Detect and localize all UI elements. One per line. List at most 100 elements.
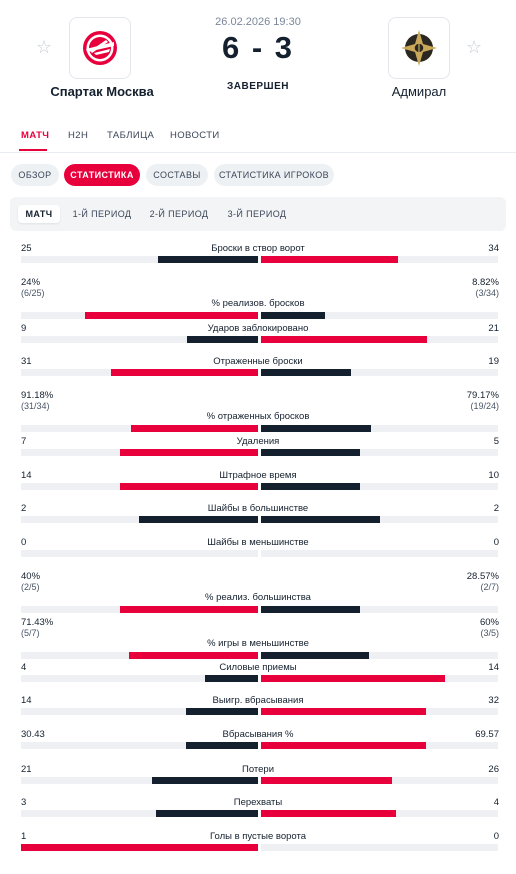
home-stat-value: 4 bbox=[21, 662, 27, 673]
period-2[interactable]: 2-Й ПЕРИОД bbox=[149, 209, 209, 219]
tab-news[interactable]: НОВОСТИ bbox=[170, 130, 220, 141]
star-icon[interactable]: ☆ bbox=[36, 37, 53, 57]
away-stat-value: 0 bbox=[493, 537, 499, 548]
stat-row: 25 34 Броски в створ ворот bbox=[0, 243, 516, 271]
admiral-logo-icon bbox=[401, 30, 437, 66]
stat-name: Отраженные броски bbox=[213, 356, 303, 367]
away-stat-bar bbox=[261, 742, 426, 749]
away-stat-value: 14 bbox=[488, 662, 499, 673]
home-stat-fraction: (5/7) bbox=[21, 628, 40, 638]
section-tabs: ОБЗОР СТАТИСТИКА СОСТАВЫ СТАТИСТИКА ИГРО… bbox=[0, 164, 516, 186]
away-stat-bar bbox=[261, 425, 371, 432]
home-stat-value: 91.18% bbox=[21, 390, 54, 401]
stat-name: Вбрасывания % bbox=[222, 729, 294, 740]
home-stat-value: 3 bbox=[21, 797, 27, 808]
home-team-name[interactable]: Спартак Москва bbox=[50, 84, 154, 99]
away-stat-value: 28.57% bbox=[466, 571, 499, 582]
away-stat-fraction: (3/5) bbox=[480, 628, 499, 638]
home-stat-bar-track bbox=[21, 550, 258, 557]
away-stat-bar-track bbox=[261, 483, 498, 490]
home-stat-value: 25 bbox=[21, 243, 32, 254]
away-stat-bar-track bbox=[261, 606, 498, 613]
away-stat-value: 60% bbox=[479, 617, 499, 628]
away-stat-bar-track bbox=[261, 652, 498, 659]
stat-row: 9 21 Ударов заблокировано bbox=[0, 323, 516, 351]
away-stat-bar-track bbox=[261, 369, 498, 376]
away-team-name[interactable]: Адмирал bbox=[391, 84, 447, 99]
tab-overview[interactable]: ОБЗОР bbox=[11, 164, 59, 186]
away-stat-bar bbox=[261, 256, 398, 263]
stat-row: 14 10 Штрафное время bbox=[0, 470, 516, 498]
home-stat-value: 40% bbox=[21, 571, 41, 582]
period-1[interactable]: 1-Й ПЕРИОД bbox=[72, 209, 132, 219]
away-stat-bar bbox=[261, 777, 392, 784]
stat-name: Силовые приемы bbox=[219, 662, 297, 673]
home-stat-value: 9 bbox=[21, 323, 27, 334]
home-stat-bar bbox=[120, 606, 258, 613]
spartak-logo-icon bbox=[83, 31, 117, 65]
home-stat-bar-track bbox=[21, 312, 258, 319]
home-stat-value: 7 bbox=[21, 436, 27, 447]
home-stat-fraction: (31/34) bbox=[21, 401, 50, 411]
home-stat-bar bbox=[131, 425, 258, 432]
home-stat-bar-track bbox=[21, 777, 258, 784]
away-stat-value: 34 bbox=[488, 243, 499, 254]
stat-name: Шайбы в большинстве bbox=[207, 503, 309, 514]
tab-lineups[interactable]: СОСТАВЫ bbox=[146, 164, 208, 186]
home-stat-fraction: (6/25) bbox=[21, 288, 45, 298]
tab-match[interactable]: МАТЧ bbox=[21, 130, 50, 141]
home-stat-bar bbox=[120, 483, 258, 490]
match-status: ЗАВЕРШЕН bbox=[227, 81, 289, 92]
home-stat-bar bbox=[111, 369, 258, 376]
away-stat-bar bbox=[261, 675, 445, 682]
away-stat-bar bbox=[261, 652, 369, 659]
period-match[interactable]: МАТЧ bbox=[18, 205, 60, 223]
tab-statistics[interactable]: СТАТИСТИКА bbox=[64, 164, 140, 186]
away-stat-value: 0 bbox=[493, 831, 499, 842]
tab-table[interactable]: ТАБЛИЦА bbox=[107, 130, 155, 141]
stat-name: Выигр. вбрасывания bbox=[212, 695, 304, 706]
home-stat-bar bbox=[186, 742, 258, 749]
stat-row: 4 14 Силовые приемы bbox=[0, 662, 516, 690]
stat-name: Удаления bbox=[236, 436, 280, 447]
away-stat-bar-track bbox=[261, 550, 498, 557]
stat-row: 91.18% 79.17% (31/34) (19/24) % отраженных б… bbox=[0, 390, 516, 432]
away-stat-bar-track bbox=[261, 708, 498, 715]
home-stat-bar bbox=[187, 336, 258, 343]
stat-name: % реализов. бросков bbox=[211, 298, 305, 309]
stat-row: 14 32 Выигр. вбрасывания bbox=[0, 695, 516, 723]
period-selector: МАТЧ 1-Й ПЕРИОД 2-Й ПЕРИОД 3-Й ПЕРИОД bbox=[10, 197, 506, 231]
stat-row: 21 26 Потери bbox=[0, 764, 516, 792]
away-stat-bar-track bbox=[261, 449, 498, 456]
stat-name: % отраженных бросков bbox=[206, 411, 310, 422]
away-stat-bar-track bbox=[261, 425, 498, 432]
stat-row: 40% 28.57% (2/5) (2/7) % реализ. большинства bbox=[0, 571, 516, 613]
home-stat-bar-track bbox=[21, 606, 258, 613]
home-stat-bar bbox=[186, 708, 258, 715]
home-stat-bar bbox=[152, 777, 258, 784]
match-header: ☆ Спартак Москва 26.02.2026 19:30 6 - 3 … bbox=[0, 0, 516, 110]
away-stat-bar bbox=[261, 369, 351, 376]
away-stat-bar bbox=[261, 708, 426, 715]
stat-name: Голы в пустые ворота bbox=[209, 831, 307, 842]
stat-name: Шайбы в меньшинстве bbox=[207, 537, 309, 548]
stat-row: 7 5 Удаления bbox=[0, 436, 516, 464]
home-stat-bar-track bbox=[21, 369, 258, 376]
away-stat-bar bbox=[261, 449, 360, 456]
home-stat-bar bbox=[85, 312, 258, 319]
home-stat-bar bbox=[129, 652, 258, 659]
period-3[interactable]: 3-Й ПЕРИОД bbox=[227, 209, 287, 219]
home-stat-value: 30.43 bbox=[21, 729, 45, 740]
home-stat-bar bbox=[205, 675, 258, 682]
away-stat-bar bbox=[261, 483, 360, 490]
tab-player-stats[interactable]: СТАТИСТИКА ИГРОКОВ bbox=[214, 164, 334, 186]
away-stat-bar bbox=[261, 516, 380, 523]
home-stat-value: 1 bbox=[21, 831, 27, 842]
star-icon[interactable]: ☆ bbox=[466, 37, 483, 57]
tab-h2h[interactable]: H2H bbox=[68, 130, 89, 141]
home-team-logo[interactable] bbox=[69, 17, 131, 79]
away-team-logo[interactable] bbox=[388, 17, 450, 79]
home-stat-fraction: (2/5) bbox=[21, 582, 40, 592]
home-stat-bar bbox=[158, 256, 258, 263]
